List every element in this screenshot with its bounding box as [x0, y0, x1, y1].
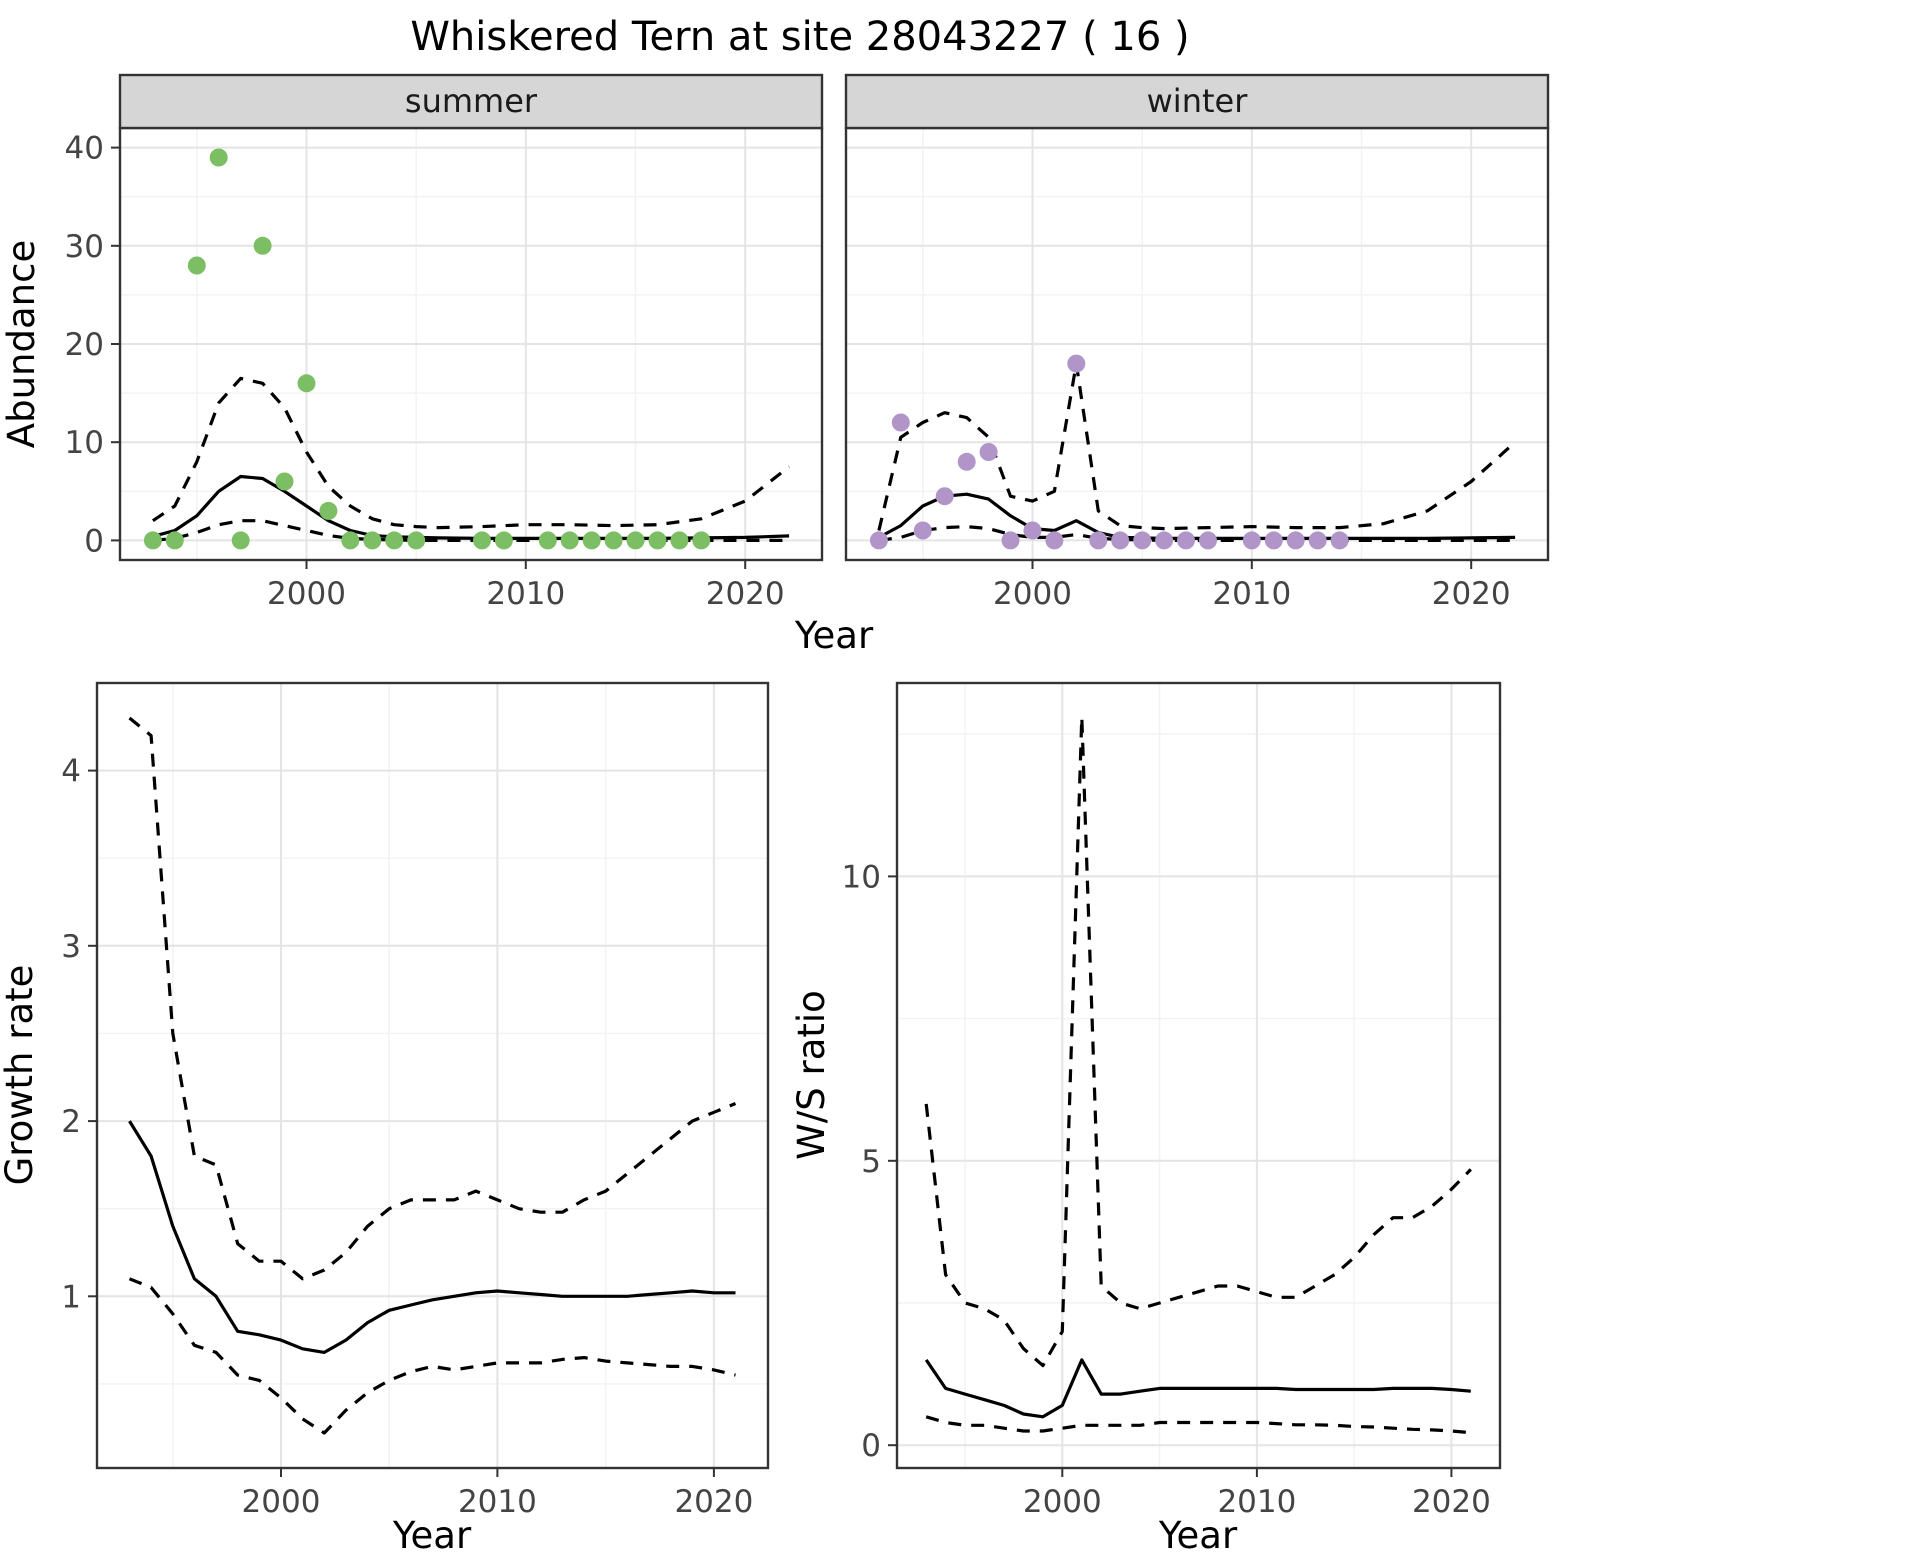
y-tick-label: 2 — [61, 1104, 81, 1140]
panel-border — [95, 681, 770, 1470]
data-point — [1199, 531, 1217, 550]
lower-ci-line — [128, 1277, 736, 1435]
mean-line — [924, 1358, 1471, 1419]
data-point — [1045, 531, 1064, 550]
data-point — [165, 531, 184, 550]
data-point — [935, 487, 954, 506]
data-point — [187, 256, 206, 275]
y-tick-label: 30 — [65, 229, 104, 265]
y-tick-label: 3 — [61, 929, 81, 965]
upper-ci-line — [877, 362, 1517, 531]
data-point — [1133, 531, 1152, 550]
data-point — [670, 531, 689, 550]
panel-growth-rate: 2000 2010 2020 1 2 3 4 — [61, 681, 770, 1520]
data-point — [473, 531, 491, 550]
data-point — [1308, 531, 1327, 550]
data-point — [385, 531, 404, 550]
data-point — [407, 531, 426, 550]
mean-line — [128, 1120, 736, 1354]
data-point — [297, 374, 316, 393]
lower-ci-line — [878, 525, 1516, 542]
panel-background — [97, 683, 768, 1468]
data-point — [253, 236, 272, 255]
data-point — [143, 531, 162, 550]
x-axis-label-bottom-left: Year — [392, 1514, 472, 1557]
y-tick-label: 10 — [842, 859, 881, 895]
panel-ws-ratio: 2000 2010 2020 0 5 10 — [842, 681, 1502, 1520]
data-point — [275, 472, 294, 491]
data-point — [319, 501, 338, 520]
data-point — [1111, 531, 1130, 550]
x-tick-label: 2020 — [1412, 1484, 1491, 1520]
data-point — [692, 531, 711, 550]
x-tick-label: 2000 — [242, 1484, 321, 1520]
y-tick-label: 20 — [65, 327, 104, 363]
x-tick-label: 2010 — [1217, 1484, 1296, 1520]
data-point — [231, 531, 250, 550]
upper-ci-line — [128, 716, 737, 1281]
data-point — [891, 413, 910, 432]
y-axis-label-ws-ratio: W/S ratio — [790, 990, 833, 1160]
data-point — [341, 531, 360, 550]
x-tick-label: 2020 — [1432, 576, 1511, 612]
x-tick-label: 2000 — [1023, 1484, 1102, 1520]
data-point — [979, 443, 998, 461]
x-tick-label: 2020 — [706, 576, 785, 612]
panel-abundance-summer: 2000 2010 2020 0 10 20 30 40 summer — [65, 73, 824, 612]
y-tick-label: 40 — [65, 131, 104, 167]
x-tick-label: 2020 — [674, 1484, 753, 1520]
data-point — [538, 531, 557, 550]
y-tick-label: 5 — [861, 1144, 881, 1180]
upper-ci-line — [924, 715, 1472, 1368]
y-tick-label: 1 — [61, 1279, 81, 1315]
facet-strip — [844, 73, 1550, 130]
panel-border — [895, 681, 1502, 1470]
data-point — [1242, 531, 1261, 550]
data-point — [560, 531, 579, 550]
data-point — [1264, 531, 1283, 550]
y-tick-label: 0 — [861, 1428, 881, 1464]
data-point — [1155, 531, 1174, 550]
facet-strip-label: summer — [405, 82, 538, 120]
y-axis-label-growth-rate: Growth rate — [0, 965, 41, 1186]
data-point — [957, 452, 976, 471]
chart-title: Whiskered Tern at site 28043227 ( 16 ) — [410, 14, 1189, 60]
panel-abundance-winter: 2000 2010 2020 winter — [844, 73, 1550, 612]
data-point — [1330, 531, 1349, 550]
y-tick-label: 0 — [84, 523, 104, 559]
x-axis-label-top: Year — [794, 614, 874, 657]
x-tick-label: 2010 — [486, 576, 565, 612]
data-point — [1067, 354, 1086, 373]
x-axis-label-bottom-right: Year — [1158, 1514, 1238, 1557]
data-point — [363, 531, 382, 550]
facet-strip — [118, 73, 824, 130]
x-tick-label: 2000 — [993, 576, 1072, 612]
data-point — [1023, 521, 1042, 540]
data-point — [1089, 531, 1108, 550]
y-tick-label: 10 — [65, 425, 104, 461]
data-point — [582, 531, 601, 550]
facet-strip-label: winter — [1147, 82, 1249, 120]
x-tick-label: 2010 — [458, 1484, 537, 1520]
data-point — [869, 531, 888, 550]
y-tick-label: 4 — [61, 754, 81, 790]
data-point — [1177, 531, 1195, 550]
mean-line — [878, 492, 1516, 540]
x-tick-label: 2000 — [267, 576, 346, 612]
data-point — [1001, 531, 1020, 550]
data-point — [209, 148, 228, 167]
data-point — [626, 531, 645, 550]
data-point — [494, 531, 513, 550]
lower-ci-line — [925, 1415, 1471, 1435]
data-point — [604, 531, 623, 550]
panel-background — [897, 683, 1500, 1468]
data-point — [648, 531, 667, 550]
x-tick-label: 2010 — [1212, 576, 1291, 612]
data-point — [913, 521, 932, 540]
y-axis-label-abundance: Abundance — [0, 240, 43, 448]
data-point — [1286, 531, 1305, 550]
